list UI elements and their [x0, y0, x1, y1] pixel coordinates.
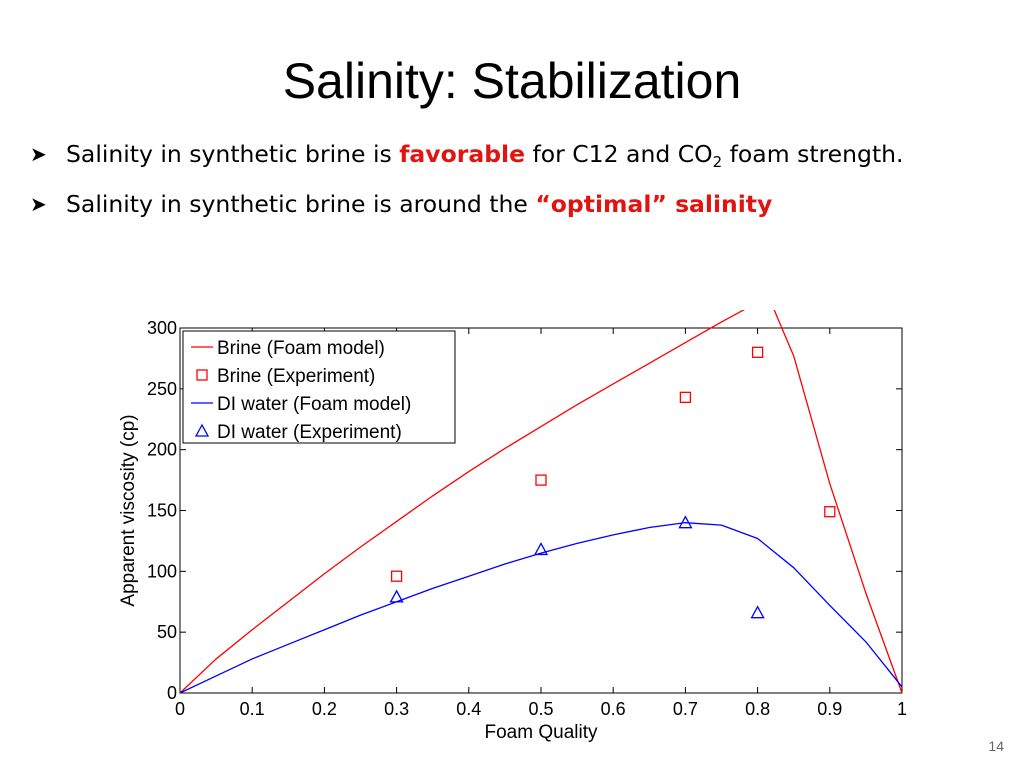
bullet-item: ➤ Salinity in synthetic brine is around … — [30, 186, 930, 222]
bullet-list: ➤ Salinity in synthetic brine is favorab… — [30, 136, 930, 236]
y-tick-label: 0 — [167, 683, 177, 703]
y-tick-label: 150 — [147, 501, 177, 521]
x-tick-label: 0.4 — [456, 699, 481, 719]
bullet-text: Salinity in synthetic brine is around th… — [66, 190, 536, 218]
data-point-square — [824, 506, 836, 518]
series-brine-experiment — [390, 346, 836, 582]
arrow-bullet-icon: ➤ — [30, 142, 47, 166]
data-point-square — [751, 346, 764, 358]
data-point-square — [535, 474, 547, 486]
bullet-text: for C12 and CO — [525, 140, 713, 168]
data-point-triangle — [194, 423, 210, 437]
slide-title: Salinity: Stabilization — [282, 53, 742, 109]
x-tick-label: 1 — [897, 699, 907, 719]
data-point-triangle — [533, 542, 549, 556]
y-tick-label: 200 — [147, 440, 177, 460]
data-point-square — [196, 369, 208, 381]
legend-label: Brine (Foam model) — [217, 338, 385, 359]
legend: Brine (Foam model) Brine (Experiment) DI w… — [182, 330, 456, 444]
legend-item: DI water (Foam model) — [191, 394, 411, 415]
x-tick-label: 0.2 — [312, 699, 337, 719]
series-brine-foam-model — [179, 310, 903, 694]
x-tick-label: 0.9 — [817, 699, 842, 719]
series-di-water-experiment — [389, 515, 765, 619]
x-tick-label: 0.3 — [384, 699, 409, 719]
y-tick-label: 100 — [147, 561, 177, 581]
bullet-item: ➤ Salinity in synthetic brine is favorab… — [30, 136, 930, 172]
x-tick-label: 0 — [175, 699, 185, 719]
data-point-triangle — [678, 515, 693, 529]
legend-item: DI water (Experiment) — [194, 422, 402, 443]
legend-label: Brine (Experiment) — [217, 366, 375, 387]
legend-item: Brine (Foam model) — [191, 338, 385, 359]
subscript: 2 — [712, 153, 723, 171]
legend-box — [182, 330, 456, 444]
arrow-bullet-icon: ➤ — [30, 192, 47, 216]
y-tick-label: 250 — [147, 379, 177, 399]
x-tick-label: 0.8 — [745, 699, 770, 719]
viscosity-chart: 0 0.1 0.2 0.3 0.4 0.5 0.6 0.7 0.8 0.9 1 0 50 100 150 20… — [118, 310, 907, 743]
data-point-triangle — [750, 605, 765, 619]
page-number: 14 — [988, 738, 1004, 754]
y-tick-label: 300 — [147, 318, 177, 338]
x-axis-label: Foam Quality — [485, 722, 598, 743]
series-di-water-foam-model — [179, 522, 903, 694]
y-axis-label: Apparent viscosity (cp) — [118, 414, 139, 606]
series-line — [179, 522, 903, 694]
x-tick-label: 0.6 — [601, 699, 626, 719]
legend-label: DI water (Experiment) — [217, 422, 402, 443]
legend-label: DI water (Foam model) — [217, 394, 411, 415]
data-point-square — [390, 570, 403, 582]
bullet-highlight: “optimal” salinity — [535, 190, 773, 218]
data-point-triangle — [389, 589, 404, 603]
bullet-text: foam strength. — [722, 140, 904, 168]
x-tick-label: 0.5 — [528, 699, 553, 719]
y-tick-label: 50 — [157, 622, 177, 642]
bullet-highlight: favorable — [399, 140, 526, 168]
legend-item: Brine (Experiment) — [196, 366, 375, 387]
x-tick-label: 0.1 — [240, 699, 265, 719]
series-line — [179, 310, 903, 694]
data-point-square — [679, 391, 692, 403]
x-tick-label: 0.7 — [673, 699, 698, 719]
bullet-text: Salinity in synthetic brine is — [66, 140, 400, 168]
